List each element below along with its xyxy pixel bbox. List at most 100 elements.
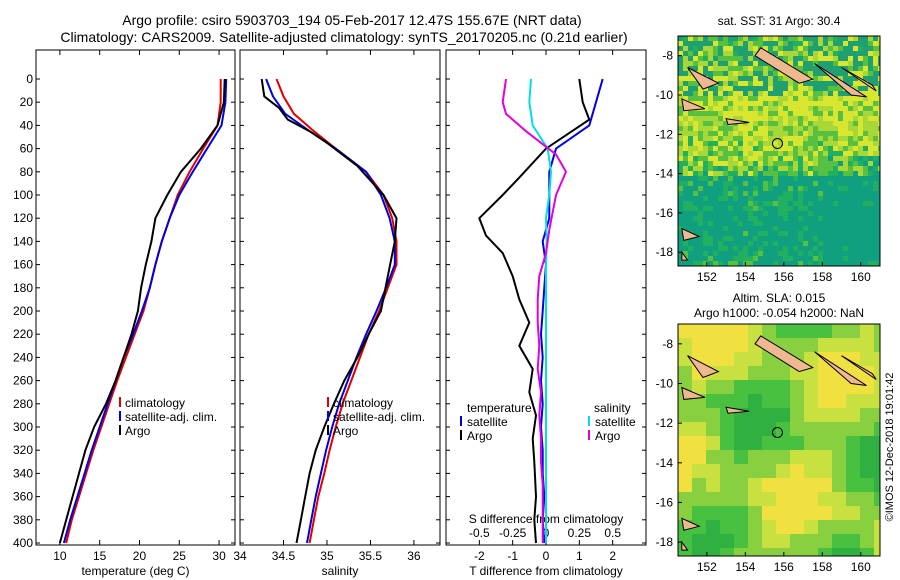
map-cell — [768, 216, 773, 221]
map-cell — [858, 201, 863, 206]
map-cell — [838, 186, 843, 191]
map-cell — [708, 151, 713, 156]
map-cell — [728, 101, 733, 106]
map-cell — [853, 96, 858, 101]
map-cell — [688, 121, 693, 126]
map-cell — [683, 171, 688, 176]
map-cell — [692, 478, 706, 492]
map-cell — [703, 241, 708, 246]
map-cell — [698, 66, 703, 71]
map-cell — [703, 101, 708, 106]
figure-title-line1: Argo profile: csiro 5903703_194 05-Feb-2… — [122, 12, 581, 28]
map-cell — [874, 338, 880, 352]
map-cell — [738, 151, 743, 156]
map-cell — [838, 261, 843, 266]
map-cell — [793, 106, 798, 111]
map-cell — [808, 151, 813, 156]
map-cell — [828, 191, 833, 196]
map-cell — [723, 46, 728, 51]
map-cell — [778, 191, 783, 196]
map-cell — [804, 408, 818, 422]
map-cell — [783, 131, 788, 136]
x-tick-label: 34 — [233, 549, 247, 563]
map-cell — [773, 141, 778, 146]
coastline — [681, 227, 701, 242]
map-cell — [804, 478, 818, 492]
map-cell — [873, 81, 878, 86]
map-cell — [748, 226, 753, 231]
map-cell — [733, 106, 738, 111]
map-cell — [798, 81, 803, 86]
map-cell — [818, 231, 823, 236]
map-cell — [863, 191, 868, 196]
map-cell — [748, 56, 753, 61]
map-cell — [863, 181, 868, 186]
map-cell — [828, 111, 833, 116]
map-cell — [803, 36, 808, 41]
map-cell — [723, 166, 728, 171]
map-cell — [813, 46, 818, 51]
map-cell — [768, 121, 773, 126]
map-cell — [733, 226, 738, 231]
map-cell — [683, 126, 688, 131]
map-cell — [858, 171, 863, 176]
map-cell — [868, 246, 873, 251]
lon-tick-label: 160 — [851, 270, 871, 284]
map-cell — [878, 51, 880, 56]
map-cell — [843, 211, 848, 216]
map-cell — [863, 166, 868, 171]
map-cell — [693, 231, 698, 236]
map-cell — [838, 201, 843, 206]
map-cell — [748, 186, 753, 191]
map-cell — [788, 216, 793, 221]
map-cell — [848, 106, 853, 111]
map-cell — [783, 126, 788, 131]
map-cell — [838, 171, 843, 176]
map-cell — [758, 181, 763, 186]
map-cell — [832, 408, 846, 422]
map-cell — [823, 116, 828, 121]
map-cell — [858, 141, 863, 146]
map-cell — [776, 422, 790, 436]
map-cell — [818, 186, 823, 191]
map-cell — [778, 186, 783, 191]
map-cell — [803, 261, 808, 266]
map-cell — [846, 492, 860, 506]
lon-tick-label: 154 — [735, 560, 755, 574]
map-cell — [748, 96, 753, 101]
map-cell — [683, 261, 688, 266]
map-cell — [773, 176, 778, 181]
series-line-climatology — [65, 79, 222, 544]
map-cell — [858, 181, 863, 186]
depth-tick-label: 20 — [20, 95, 34, 109]
map-cell — [878, 186, 880, 191]
map-cell — [708, 111, 713, 116]
map-cell — [863, 91, 868, 96]
map-cell — [748, 201, 753, 206]
map-cell — [708, 66, 713, 71]
map-cell — [708, 56, 713, 61]
map-cell — [803, 171, 808, 176]
map-cell — [798, 186, 803, 191]
map-cell — [833, 196, 838, 201]
map-cell — [833, 136, 838, 141]
map-cell — [793, 146, 798, 151]
map-cell — [804, 534, 818, 548]
map-cell — [713, 206, 718, 211]
map-cell — [723, 196, 728, 201]
map-cell — [708, 61, 713, 66]
map-cell — [788, 51, 793, 56]
map-cell — [833, 71, 838, 76]
map-cell — [734, 380, 748, 394]
map-cell — [848, 221, 853, 226]
map-cell — [688, 196, 693, 201]
map-cell — [753, 41, 758, 46]
map-cell — [698, 211, 703, 216]
map-cell — [678, 464, 692, 478]
map-cell — [873, 216, 878, 221]
map-cell — [848, 256, 853, 261]
map-cell — [788, 256, 793, 261]
map-cell — [748, 76, 753, 81]
map-cell — [733, 101, 738, 106]
map-cell — [803, 56, 808, 61]
